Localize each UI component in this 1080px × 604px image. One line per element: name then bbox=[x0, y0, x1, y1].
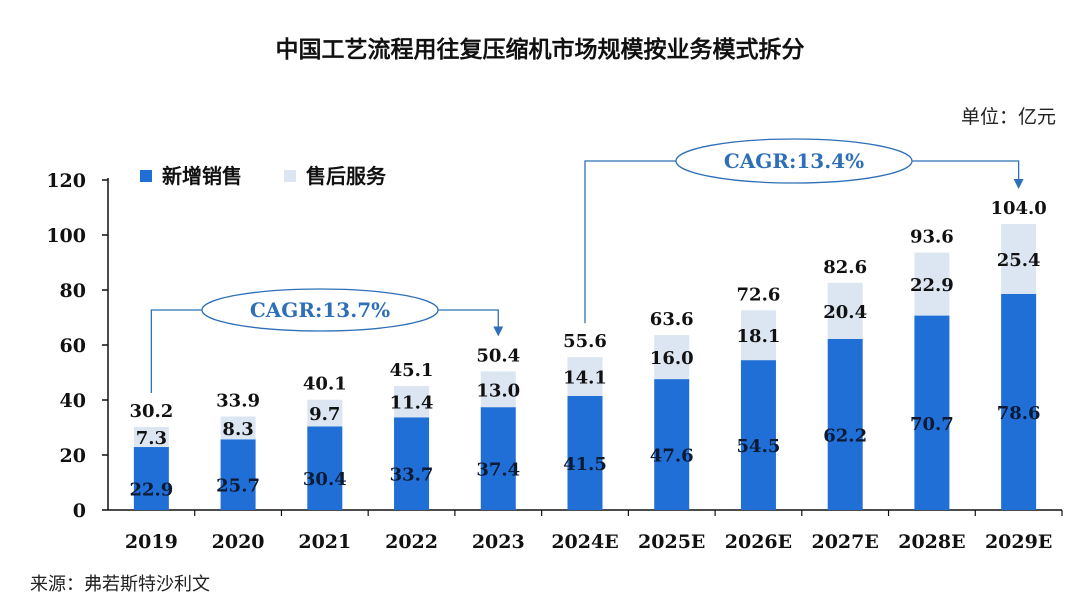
bar-segment-after-sales bbox=[654, 335, 690, 380]
bar-segment-new-sales bbox=[827, 338, 863, 510]
x-tick-label: 2021 bbox=[298, 531, 351, 553]
x-tick-label: 2028E bbox=[898, 531, 965, 553]
label-total: 55.6 bbox=[563, 331, 607, 352]
bar-segment-new-sales bbox=[740, 360, 776, 510]
bar-segment-new-sales bbox=[133, 447, 169, 510]
label-new-sales: 78.6 bbox=[997, 403, 1041, 424]
label-after-sales: 20.4 bbox=[823, 302, 867, 323]
y-tick-label: 40 bbox=[60, 390, 86, 412]
label-total: 104.0 bbox=[990, 198, 1046, 219]
bar-segment-new-sales bbox=[567, 395, 603, 510]
bar-segment-new-sales bbox=[654, 379, 690, 510]
label-total: 63.6 bbox=[650, 309, 694, 330]
label-after-sales: 13.0 bbox=[476, 380, 520, 401]
chart-title: 中国工艺流程用往复压缩机市场规模按业务模式拆分 bbox=[275, 37, 805, 63]
cagr-label: CAGR:13.4% bbox=[724, 149, 864, 173]
label-new-sales: 25.7 bbox=[216, 476, 260, 497]
label-total: 30.2 bbox=[129, 401, 173, 422]
bar-segment-after-sales bbox=[220, 416, 256, 440]
label-new-sales: 33.7 bbox=[390, 465, 434, 486]
cagr-bracket-left bbox=[584, 160, 676, 324]
cagr-ellipse bbox=[675, 138, 913, 184]
bar-segment-after-sales bbox=[827, 282, 863, 339]
label-total: 50.4 bbox=[476, 345, 520, 366]
bar-segment-new-sales bbox=[220, 439, 256, 510]
x-tick-label: 2024E bbox=[551, 531, 618, 553]
y-tick-label: 100 bbox=[46, 225, 86, 247]
label-new-sales: 54.5 bbox=[737, 436, 781, 457]
label-new-sales: 37.4 bbox=[476, 460, 520, 481]
bar-segment-after-sales bbox=[480, 371, 516, 408]
cagr-bracket-right bbox=[912, 160, 1024, 189]
label-new-sales: 30.4 bbox=[303, 469, 347, 490]
bar-segment-after-sales bbox=[914, 252, 950, 316]
legend-label-after-sales: 售后服务 bbox=[306, 164, 387, 188]
cagr-label: CAGR:13.7% bbox=[250, 298, 390, 322]
label-total: 45.1 bbox=[390, 360, 434, 381]
y-tick-label: 20 bbox=[60, 445, 86, 467]
bar-segment-after-sales bbox=[307, 399, 343, 427]
bar-segment-new-sales bbox=[914, 315, 950, 510]
cagr-bracket-right bbox=[438, 309, 504, 337]
label-total: 33.9 bbox=[216, 391, 260, 412]
label-total: 72.6 bbox=[737, 284, 781, 305]
cagr-bracket-left bbox=[150, 309, 202, 393]
source-note: 来源：弗若斯特沙利文 bbox=[30, 574, 210, 595]
x-tick-label: 2022 bbox=[385, 531, 438, 553]
bar-segment-new-sales bbox=[1001, 293, 1037, 510]
label-total: 40.1 bbox=[303, 374, 347, 395]
x-tick-label: 2025E bbox=[638, 531, 705, 553]
label-new-sales: 47.6 bbox=[650, 446, 694, 467]
label-after-sales: 14.1 bbox=[563, 367, 607, 388]
label-new-sales: 41.5 bbox=[563, 454, 607, 475]
y-tick-label: 0 bbox=[73, 500, 86, 522]
y-tick-label: 60 bbox=[60, 335, 86, 357]
label-new-sales: 62.2 bbox=[823, 425, 867, 446]
bar-segment-after-sales bbox=[133, 426, 169, 448]
label-total: 93.6 bbox=[910, 227, 954, 248]
bar-segment-new-sales bbox=[394, 417, 430, 510]
cagr-ellipse bbox=[201, 288, 439, 332]
label-after-sales: 7.3 bbox=[136, 428, 167, 449]
label-after-sales: 22.9 bbox=[910, 275, 954, 296]
x-tick-label: 2026E bbox=[725, 531, 792, 553]
x-tick-label: 2029E bbox=[985, 531, 1052, 553]
bar-segment-after-sales bbox=[1001, 224, 1037, 294]
y-tick-label: 80 bbox=[60, 280, 86, 302]
label-after-sales: 8.3 bbox=[222, 419, 253, 440]
y-tick-label: 120 bbox=[46, 170, 86, 192]
unit-label: 单位：亿元 bbox=[960, 106, 1056, 128]
label-new-sales: 22.9 bbox=[129, 480, 173, 501]
label-new-sales: 70.7 bbox=[910, 414, 954, 435]
x-tick-label: 2019 bbox=[125, 531, 178, 553]
legend-swatch-after-sales bbox=[284, 170, 296, 182]
bar-segment-new-sales bbox=[480, 407, 516, 510]
x-tick-label: 2023 bbox=[472, 531, 525, 553]
x-tick-label: 2027E bbox=[811, 531, 878, 553]
bar-segment-after-sales bbox=[567, 357, 603, 396]
label-after-sales: 11.4 bbox=[390, 393, 434, 414]
label-after-sales: 9.7 bbox=[309, 404, 340, 425]
bar-segment-after-sales bbox=[394, 385, 430, 418]
label-after-sales: 16.0 bbox=[650, 348, 694, 369]
legend-label-new-sales: 新增销售 bbox=[162, 164, 242, 188]
label-after-sales: 18.1 bbox=[737, 326, 781, 347]
bar-segment-after-sales bbox=[740, 310, 776, 361]
label-total: 82.6 bbox=[823, 257, 867, 278]
legend-swatch-new-sales bbox=[140, 170, 152, 182]
x-tick-label: 2020 bbox=[212, 531, 265, 553]
label-after-sales: 25.4 bbox=[997, 250, 1041, 271]
bar-segment-new-sales bbox=[307, 426, 343, 510]
